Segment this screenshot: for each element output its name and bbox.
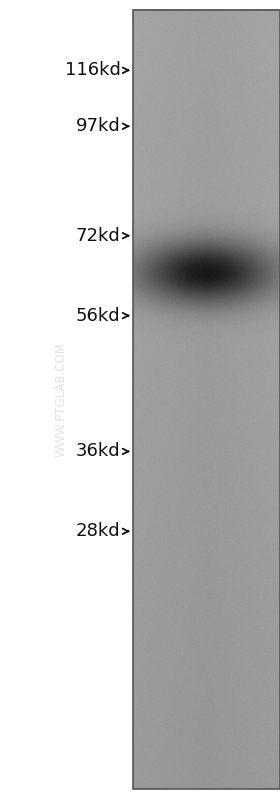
- Text: 116kd: 116kd: [64, 62, 120, 79]
- Text: 72kd: 72kd: [76, 227, 120, 244]
- Bar: [133, 10, 280, 789]
- Text: 56kd: 56kd: [76, 307, 120, 324]
- Text: 97kd: 97kd: [76, 117, 120, 135]
- Text: 36kd: 36kd: [76, 443, 120, 460]
- Text: 28kd: 28kd: [76, 523, 120, 540]
- Text: WWW.PTGLAB.COM: WWW.PTGLAB.COM: [55, 342, 68, 457]
